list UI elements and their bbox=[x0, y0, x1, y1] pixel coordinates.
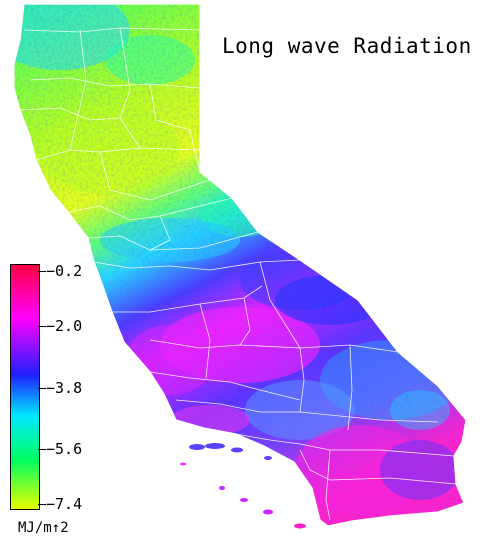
colorbar-tick bbox=[38, 504, 46, 505]
colorbar-tick bbox=[38, 326, 46, 327]
colorbar-label: −0.2 bbox=[46, 262, 83, 280]
map-title: Long wave Radiation bbox=[222, 34, 472, 58]
colorbar-tick bbox=[38, 388, 46, 389]
colorbar-tick bbox=[38, 271, 46, 272]
colorbar-label: −7.4 bbox=[46, 495, 83, 513]
channel-islands bbox=[180, 443, 306, 529]
colorbar-label: −5.6 bbox=[46, 440, 83, 458]
colorbar-tick bbox=[38, 449, 46, 450]
colorbar-label: −3.8 bbox=[46, 379, 83, 397]
state-outline bbox=[13, 3, 467, 527]
colorbar-label: −2.0 bbox=[46, 317, 83, 335]
county-lines bbox=[19, 27, 457, 521]
unit-label: MJ/m↑2 bbox=[18, 520, 69, 536]
colorbar bbox=[10, 264, 40, 510]
colorbar-gradient bbox=[11, 265, 39, 509]
